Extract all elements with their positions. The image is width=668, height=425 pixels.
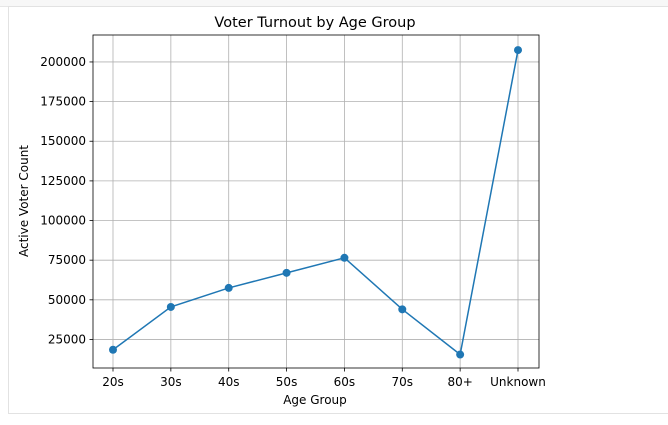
chart-title: Voter Turnout by Age Group — [214, 15, 415, 31]
y-axis-label: Active Voter Count — [17, 145, 31, 257]
x-tick-label: 70s — [392, 375, 414, 389]
grid-lines — [93, 35, 539, 368]
y-tick-label: 25000 — [48, 332, 86, 346]
y-axis-ticks: 25000 50000 75000 100000 125000 150000 175000 2… — [40, 55, 93, 346]
data-point — [166, 302, 175, 311]
y-tick-label: 50000 — [48, 293, 86, 307]
x-tick-label: 50s — [276, 375, 298, 389]
series-layer — [109, 46, 522, 359]
x-tick-label: Unknown — [490, 375, 546, 389]
x-axis-label: Age Group — [283, 393, 347, 407]
x-tick-label: 60s — [334, 375, 356, 389]
data-point — [514, 46, 522, 55]
y-tick-label: 175000 — [40, 95, 86, 109]
x-tick-label: 80+ — [447, 375, 472, 389]
data-point — [282, 268, 291, 277]
data-point — [398, 305, 407, 314]
x-tick-label: 20s — [102, 375, 124, 389]
y-tick-label: 200000 — [40, 55, 86, 69]
y-tick-label: 125000 — [40, 174, 86, 188]
x-tick-label: 30s — [160, 375, 182, 389]
y-tick-label: 150000 — [40, 134, 86, 148]
x-axis-ticks: 20s 30s 40s 50s 60s 70s 80+ Unknown — [102, 368, 546, 389]
data-point — [340, 253, 349, 262]
x-tick-label: 40s — [218, 375, 240, 389]
y-tick-label: 100000 — [40, 214, 86, 228]
data-point — [456, 350, 465, 359]
data-point — [224, 283, 233, 292]
y-tick-label: 75000 — [48, 253, 86, 267]
plot-area-border — [92, 34, 540, 369]
data-point — [109, 345, 117, 354]
series-line — [112, 49, 519, 356]
